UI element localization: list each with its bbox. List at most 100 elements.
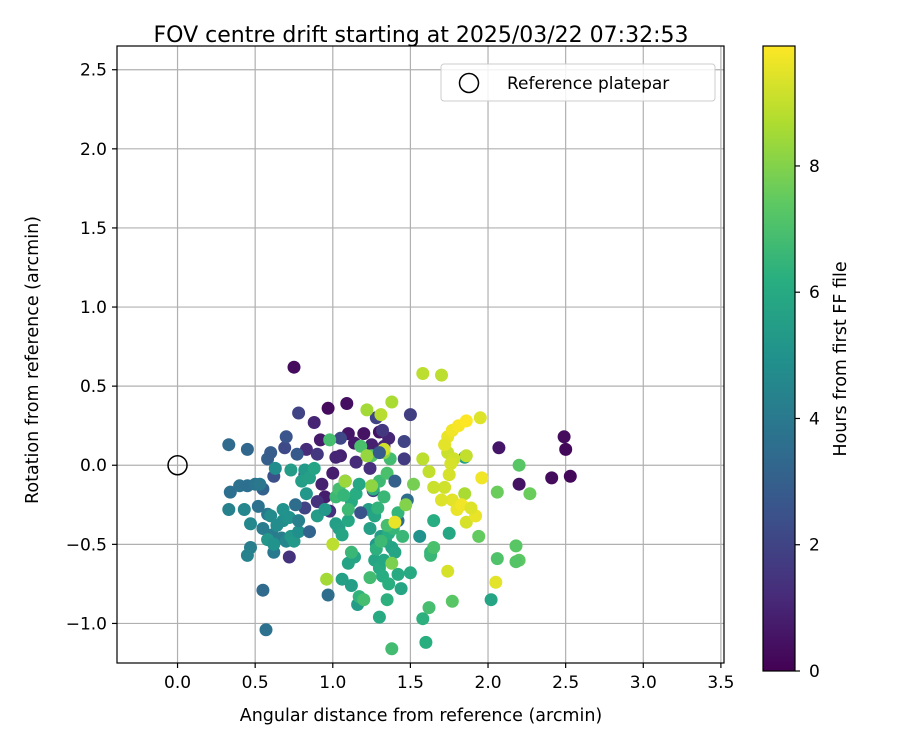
data-point: [287, 360, 301, 374]
data-point: [403, 566, 417, 580]
colorbar-tick-label: 8: [809, 157, 820, 177]
x-tick-label: 0.5: [242, 673, 269, 693]
data-point: [279, 430, 293, 444]
data-point: [365, 479, 379, 493]
data-point: [394, 582, 408, 596]
data-point: [289, 498, 302, 512]
data-point: [512, 458, 526, 472]
data-point: [509, 539, 523, 553]
data-point: [335, 528, 349, 542]
data-point: [276, 503, 290, 516]
data-point: [442, 468, 456, 482]
data-point: [253, 477, 267, 491]
data-point: [459, 414, 473, 428]
data-point: [222, 438, 236, 452]
y-tick-label: 2.0: [80, 140, 107, 160]
data-point: [438, 438, 452, 452]
data-point: [329, 450, 343, 464]
data-point: [489, 575, 503, 589]
data-point: [354, 506, 368, 520]
data-point: [523, 487, 537, 501]
data-point: [323, 433, 337, 447]
colorbar-gradient: [762, 45, 796, 672]
data-point: [313, 433, 327, 447]
y-tick-label: 0.0: [80, 456, 107, 476]
colorbar-tick-label: 2: [809, 536, 820, 556]
data-points: [167, 360, 577, 656]
data-point: [240, 548, 254, 562]
data-point: [320, 572, 334, 586]
chart-title: FOV centre drift starting at 2025/03/22 …: [154, 23, 689, 48]
data-point: [464, 501, 478, 515]
data-point: [222, 503, 236, 516]
x-tick-label: 1.0: [319, 673, 346, 693]
y-tick-label: 2.5: [80, 61, 107, 81]
legend-reference-marker: [458, 72, 480, 94]
x-tick-label: 3.5: [707, 673, 734, 693]
x-tick-label: 0.0: [164, 673, 191, 693]
data-point: [349, 455, 363, 469]
data-point: [380, 593, 394, 607]
data-point: [388, 515, 402, 529]
data-point: [292, 514, 306, 528]
colorbar-tick-label: 4: [809, 409, 820, 429]
colorbar-tick-label: 0: [809, 662, 820, 682]
data-point: [374, 534, 388, 548]
legend: Reference platepar: [440, 63, 716, 102]
data-point: [374, 408, 388, 422]
data-point: [427, 514, 441, 528]
data-point: [473, 411, 487, 425]
data-point: [360, 403, 374, 417]
data-point: [545, 471, 559, 485]
grid: [117, 46, 724, 663]
data-point: [363, 571, 377, 585]
data-point: [444, 457, 458, 471]
data-point: [321, 401, 335, 415]
data-point: [459, 515, 473, 529]
data-point: [442, 526, 456, 540]
data-point: [303, 525, 316, 539]
y-tick-label: −0.5: [66, 535, 107, 555]
data-point: [256, 522, 270, 535]
y-axis-label: Rotation from reference (arcmin): [23, 216, 43, 504]
legend-box: [440, 63, 716, 102]
data-point: [341, 503, 355, 516]
data-point: [416, 452, 430, 466]
data-point: [341, 556, 355, 570]
data-point: [315, 477, 329, 491]
data-point: [335, 572, 349, 586]
colorbar-label: Hours from first FF file: [831, 261, 851, 456]
data-point: [403, 408, 417, 422]
data-point: [326, 466, 340, 480]
data-point: [344, 579, 358, 592]
data-point: [307, 416, 321, 429]
data-point: [490, 552, 504, 566]
data-point: [371, 501, 385, 515]
data-point: [492, 441, 506, 455]
data-point: [284, 463, 298, 477]
x-axis-label: Angular distance from reference (arcmin): [240, 706, 603, 726]
data-point: [490, 485, 504, 499]
data-point: [264, 446, 278, 460]
data-point: [416, 367, 430, 380]
data-point: [372, 610, 386, 624]
data-point: [360, 449, 374, 463]
data-point: [354, 439, 368, 453]
data-point: [441, 564, 455, 578]
data-point: [365, 438, 379, 452]
data-point: [363, 461, 377, 475]
data-point: [422, 601, 436, 615]
y-tick-label: 1.5: [80, 219, 107, 239]
data-point: [438, 480, 452, 494]
data-point: [352, 477, 366, 491]
data-point: [475, 471, 489, 485]
data-point: [237, 503, 251, 516]
data-point: [270, 518, 284, 532]
data-point: [563, 469, 577, 483]
y-tick-label: 0.5: [80, 377, 107, 397]
data-point: [278, 441, 292, 455]
data-point: [458, 487, 472, 501]
data-point: [363, 522, 377, 535]
data-point: [472, 529, 486, 543]
data-point: [385, 395, 399, 409]
